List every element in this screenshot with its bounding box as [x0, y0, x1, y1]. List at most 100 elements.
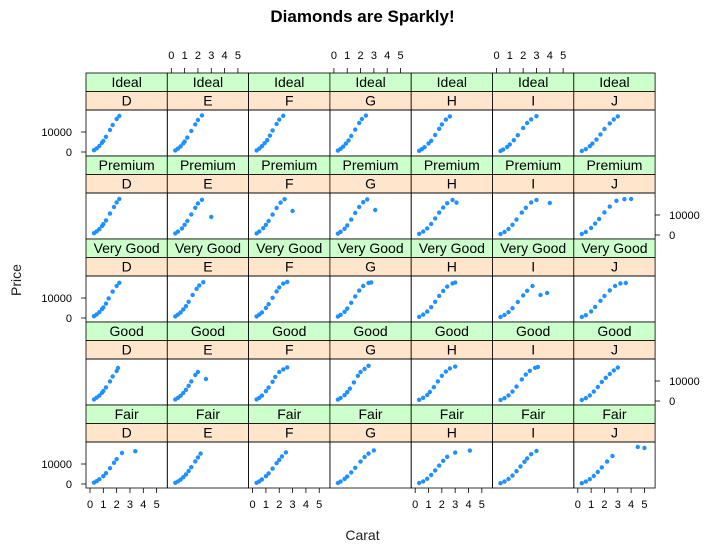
x-tick-label: 1 — [100, 499, 106, 511]
cut-strip-label: Fair — [602, 406, 626, 422]
cut-strip-label: Very Good — [500, 240, 566, 256]
panel-good-f: Good F — [248, 321, 331, 406]
data-point — [266, 385, 271, 390]
panel-good-d: Good D — [85, 321, 168, 406]
data-point — [186, 468, 191, 474]
x-tick-label: 5 — [154, 499, 160, 511]
data-point — [347, 386, 353, 391]
panel-very-good-f: Very Good F — [248, 238, 331, 323]
data-point — [355, 373, 361, 378]
data-point — [502, 396, 507, 401]
data-point — [114, 116, 119, 122]
data-point — [189, 212, 194, 217]
data-point — [511, 138, 517, 143]
data-point — [587, 477, 592, 482]
data-point — [338, 479, 343, 484]
cut-strip-label: Ideal — [599, 74, 629, 90]
data-point — [428, 221, 434, 227]
data-point — [622, 197, 627, 202]
x-tick-label: 4 — [303, 499, 309, 511]
data-point — [189, 465, 194, 470]
data-point — [270, 466, 275, 471]
data-point — [274, 461, 279, 466]
data-point — [338, 229, 343, 234]
data-point — [101, 474, 106, 479]
data-point — [193, 205, 198, 210]
data-point — [595, 384, 600, 390]
color-strip-label: J — [611, 342, 618, 358]
color-strip-label: G — [365, 342, 376, 358]
data-point — [447, 114, 453, 119]
y-tick-label: 0 — [669, 230, 675, 242]
cut-strip-label: Good — [516, 323, 550, 339]
data-point — [590, 141, 595, 146]
data-point — [522, 459, 527, 464]
data-point — [428, 138, 434, 143]
data-point — [183, 387, 189, 392]
color-strip-label: E — [203, 259, 212, 275]
data-point — [520, 293, 526, 298]
panel-good-e: Good E — [166, 321, 250, 406]
cut-strip-label: Ideal — [518, 74, 548, 90]
data-point — [189, 379, 194, 384]
data-point — [345, 306, 350, 311]
cut-strip-label: Good — [272, 323, 306, 339]
data-point — [579, 231, 584, 237]
data-point — [285, 365, 290, 370]
data-point — [178, 310, 183, 315]
data-point — [416, 480, 422, 486]
data-point — [274, 289, 279, 294]
panel-ideal-i: Ideal I — [492, 72, 575, 157]
x-tick-label: 5 — [641, 499, 647, 511]
data-point — [181, 307, 186, 312]
data-point — [361, 200, 366, 205]
color-strip-label: G — [365, 425, 376, 441]
x-tick-label: 5 — [235, 50, 241, 62]
data-point — [591, 389, 596, 394]
x-tick-label: 2 — [601, 499, 607, 511]
data-point — [349, 470, 354, 475]
data-point — [507, 142, 513, 147]
data-point — [440, 288, 446, 294]
color-strip-label: I — [531, 93, 535, 109]
data-point — [528, 452, 534, 457]
data-point — [454, 200, 459, 205]
color-strip-label: H — [447, 93, 457, 109]
data-point — [595, 469, 600, 475]
x-tick-label: 5 — [316, 499, 322, 511]
data-point — [528, 200, 534, 205]
data-point — [342, 309, 347, 314]
y-tick-label: 10000 — [41, 459, 72, 471]
data-point — [361, 283, 366, 289]
data-point — [514, 469, 519, 474]
data-point — [107, 379, 113, 384]
color-strip-label: G — [365, 176, 376, 192]
data-point — [523, 205, 529, 210]
x-tick-label: 2 — [439, 499, 445, 511]
data-point — [579, 481, 584, 486]
data-point — [259, 144, 265, 149]
data-point — [424, 226, 430, 231]
data-point — [514, 217, 519, 222]
x-tick-label: 1 — [507, 50, 513, 62]
y-tick-label: 10000 — [669, 376, 700, 388]
x-tick-label: 0 — [412, 499, 418, 511]
data-point — [279, 454, 285, 459]
data-point — [110, 122, 115, 128]
data-point — [498, 314, 503, 320]
data-point — [510, 306, 515, 311]
panel-frame — [573, 441, 656, 489]
x-tick-label: 0 — [168, 50, 174, 62]
data-point — [528, 117, 534, 122]
cut-strip-label: Very Good — [94, 240, 160, 256]
data-point — [524, 456, 530, 461]
data-point — [193, 372, 198, 378]
panel-premium-f: Premium F — [248, 155, 331, 240]
data-point — [365, 197, 370, 202]
data-point — [420, 312, 426, 317]
cut-strip-label: Good — [191, 323, 225, 339]
y-tick-label: 0 — [669, 396, 675, 408]
color-strip-label: I — [531, 176, 535, 192]
color-strip-label: D — [122, 425, 132, 441]
cut-strip-label: Fair — [277, 406, 301, 422]
